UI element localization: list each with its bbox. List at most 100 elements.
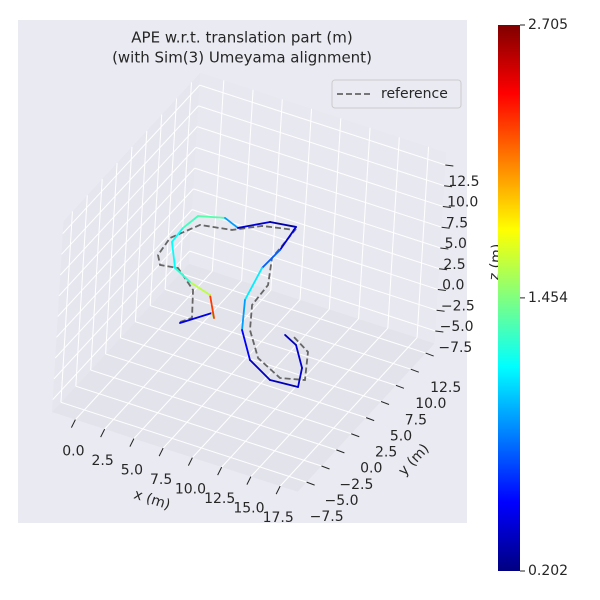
- y-tick-label: 2.5: [375, 445, 397, 461]
- grid-line: [54, 209, 193, 359]
- grid-line: [61, 105, 199, 255]
- grid-line: [56, 188, 194, 338]
- trajectory-segment: [241, 299, 246, 331]
- x-tick-label: 10.0: [175, 482, 206, 498]
- x-tick-label: 17.5: [263, 510, 294, 526]
- trajectory-segment: [224, 217, 239, 229]
- trajectory-segment: [297, 367, 303, 388]
- trajectory-segment: [279, 226, 297, 251]
- grid-line: [120, 337, 367, 419]
- colorbar: [498, 25, 520, 571]
- z-tick-label: 10.0: [447, 195, 478, 211]
- z-tick-label: 12.5: [448, 174, 479, 190]
- y-tick-label: 5.0: [390, 428, 412, 444]
- labels: 0.02.55.07.510.012.515.017.5 −7.5−5.0−2.5…: [62, 164, 480, 526]
- grid-line: [57, 167, 196, 317]
- grid-line: [189, 250, 436, 332]
- grid-line: [195, 146, 442, 228]
- x-tick: [100, 428, 106, 438]
- legend-box: [331, 79, 462, 109]
- y-tick-label: 7.5: [405, 412, 427, 428]
- y-tick: [321, 465, 330, 470]
- x-tick: [246, 476, 252, 485]
- z-tick-label: −2.5: [441, 298, 475, 314]
- trajectory-segment: [171, 227, 184, 243]
- colorbar-tick-label: 1.454: [528, 290, 568, 306]
- grid-line: [179, 272, 426, 354]
- trajectory-segment: [182, 215, 199, 229]
- colorbar-ticks: 0.202 1.454 2.705: [520, 17, 568, 579]
- chart-subtitle: (with Sim(3) Umeyama alignment): [112, 49, 372, 67]
- legend: reference: [331, 79, 462, 109]
- z-tick: [437, 288, 446, 291]
- y-tick-label: 0.0: [360, 461, 382, 477]
- y-tick-label: −7.5: [310, 509, 344, 525]
- marks: [157, 215, 309, 388]
- grid-line: [105, 353, 352, 435]
- grid-line: [52, 250, 191, 400]
- y-tick: [425, 352, 434, 357]
- grid-line: [58, 147, 197, 297]
- x-tick: [158, 447, 164, 457]
- trajectory-segment: [237, 221, 272, 229]
- z-tick-label: 5.0: [445, 236, 467, 252]
- trajectory-segment: [284, 334, 297, 346]
- trajectory-segment: [209, 294, 215, 319]
- trajectory-segment: [295, 344, 303, 369]
- y-tick: [306, 481, 315, 486]
- grid-line: [90, 369, 337, 451]
- z-tick-label: 0.0: [442, 278, 464, 294]
- y-tick-label: 12.5: [430, 380, 461, 396]
- trajectory-segment: [241, 329, 251, 361]
- x-tick-label: 2.5: [92, 453, 114, 469]
- grid-line: [59, 126, 198, 276]
- z-tick: [444, 185, 453, 188]
- grid-line: [190, 229, 437, 311]
- trajectory-segment: [171, 241, 176, 269]
- x-tick: [275, 485, 281, 495]
- z-tick: [441, 226, 450, 229]
- trajectory-segment: [244, 267, 263, 301]
- z-tick-label: 7.5: [446, 215, 468, 231]
- z-tick: [442, 205, 451, 208]
- y-tick: [410, 368, 419, 373]
- x-tick: [187, 457, 193, 466]
- z-tick-label: −5.0: [440, 319, 474, 335]
- x-tick: [129, 438, 135, 447]
- z-tick: [435, 330, 444, 333]
- z-tick-label: 2.5: [443, 257, 465, 273]
- z-tick: [439, 268, 448, 271]
- grid-line: [199, 84, 446, 166]
- colorbar-tick-label: 2.705: [528, 17, 568, 33]
- trajectory-segment: [189, 281, 211, 296]
- grid-line: [75, 385, 322, 467]
- trajectory-segment: [174, 267, 191, 283]
- y-tick-label: 10.0: [415, 396, 446, 412]
- x-tick-label: 5.0: [121, 463, 143, 479]
- z-tick: [440, 247, 449, 250]
- grid-line: [191, 209, 439, 290]
- trajectory-segment: [269, 379, 299, 388]
- grid-line: [196, 126, 444, 207]
- reference-line: [157, 223, 309, 381]
- grid-line: [60, 401, 307, 483]
- trajectory-segment: [261, 249, 281, 269]
- y-tick-label: −2.5: [339, 477, 373, 493]
- colorbar-tick-label: 0.202: [528, 563, 568, 579]
- y-tick-label: −5.0: [325, 493, 359, 509]
- grid-line: [194, 167, 441, 249]
- y-tick: [395, 384, 405, 389]
- grid-line: [164, 288, 411, 370]
- grid-line: [53, 230, 192, 380]
- chart-title: APE w.r.t. translation part (m): [131, 29, 352, 47]
- grid-line: [193, 188, 440, 270]
- grid-line: [198, 105, 445, 187]
- grid-line: [62, 84, 201, 234]
- x-tick: [217, 466, 223, 476]
- trajectory-segment: [179, 312, 213, 324]
- x-tick-label: 15.0: [233, 501, 264, 517]
- trajectory-segment: [249, 359, 271, 381]
- x-tick-label: 0.0: [62, 444, 84, 460]
- x-tick: [70, 419, 76, 428]
